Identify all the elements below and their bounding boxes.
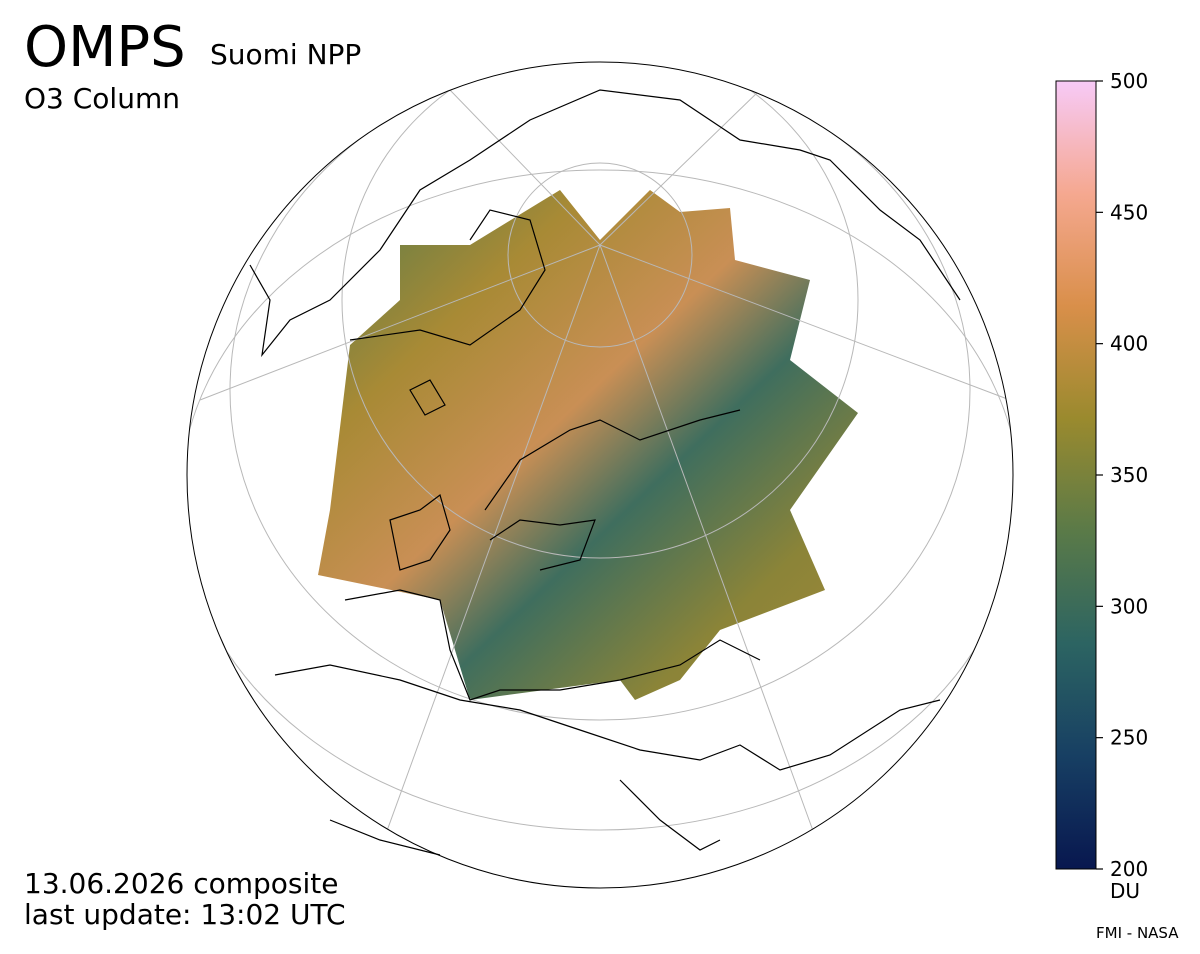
- graticule: [187, 62, 1013, 851]
- colorbar-tick-label: 250: [1110, 726, 1148, 750]
- colorbar-tick-label: 200: [1110, 857, 1148, 881]
- colorbar: DU 200 250 300 350 400 450 500: [1055, 69, 1148, 903]
- colorbar-tick-label: 450: [1110, 200, 1148, 224]
- coastlines: [249, 89, 961, 856]
- title: OMPS: [24, 15, 186, 80]
- update-label: last update: 13:02 UTC: [24, 898, 346, 931]
- ozone-field: [318, 190, 858, 700]
- product: O3 Column: [24, 82, 180, 115]
- colorbar-scale: [1055, 80, 1097, 870]
- globe-outline: [186, 61, 1014, 889]
- satellite: Suomi NPP: [210, 38, 361, 71]
- date-label: 13.06.2026 composite: [24, 867, 339, 900]
- colorbar-tick-label: 400: [1110, 332, 1148, 356]
- globe: [186, 61, 1014, 889]
- colorbar-tick-label: 300: [1110, 594, 1148, 618]
- credit: FMI - NASA: [1096, 924, 1179, 942]
- colorbar-tick-label: 500: [1110, 69, 1148, 93]
- colorbar-unit: DU: [1110, 879, 1140, 903]
- colorbar-tick-label: 350: [1110, 463, 1148, 487]
